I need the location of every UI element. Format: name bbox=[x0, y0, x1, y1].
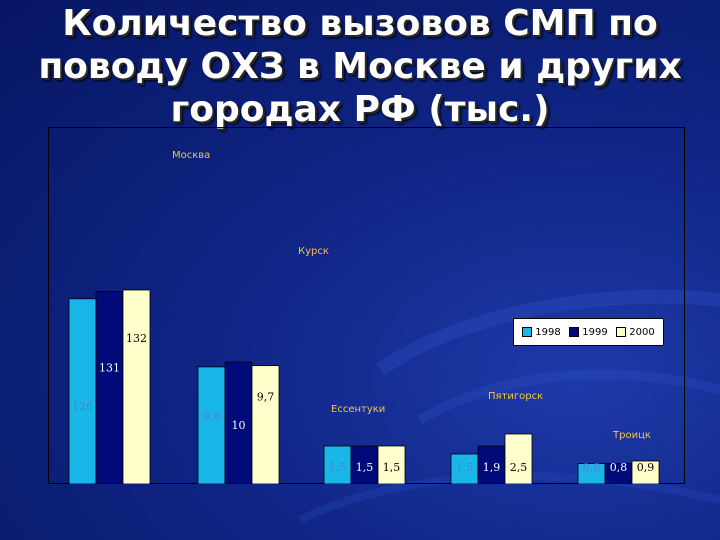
bar-Пятигорск-1999 bbox=[477, 445, 506, 484]
slide-title: Количество вызовов СМП по поводу ОХЗ в М… bbox=[38, 3, 682, 130]
chart-legend: 1998 1999 2000 bbox=[513, 318, 664, 346]
bar-Курск-2000 bbox=[251, 365, 280, 484]
bar-Курск-1999 bbox=[224, 361, 253, 484]
data-label-Москва-1999: 131 bbox=[99, 361, 120, 374]
data-label-Троицк-1999: 0,8 bbox=[610, 461, 628, 474]
bar-Пятигорск-2000 bbox=[504, 433, 533, 484]
legend-swatch-1998 bbox=[522, 327, 533, 337]
data-label-Троицк-1998: 0,8 bbox=[583, 461, 601, 474]
data-label-Ессентуки-2000: 1,5 bbox=[383, 461, 401, 474]
bar-Москва-2000 bbox=[122, 289, 151, 484]
legend-label-1998: 1998 bbox=[535, 326, 561, 338]
data-label-Пятигорск-2000: 2,5 bbox=[510, 461, 528, 474]
data-label-Ессентуки-1998: 1,5 bbox=[329, 461, 347, 474]
bar-Москва-1998 bbox=[68, 298, 97, 484]
category-label-Пятигорск: Пятигорск bbox=[488, 391, 543, 402]
data-label-Ессентуки-1999: 1,5 bbox=[356, 461, 374, 474]
chart-svg: 126 131 132 Москва 9,6 10 9,7 Курск 1,5 1,5 1,5 Есс… bbox=[48, 127, 685, 484]
legend-label-2000: 2000 bbox=[629, 326, 655, 338]
data-label-Пятигорск-1998: 1,5 bbox=[456, 461, 474, 474]
data-label-Пятигорск-1999: 1,9 bbox=[483, 461, 501, 474]
bar-Ессентуки-1999 bbox=[350, 445, 379, 484]
bar-chart: 126 131 132 Москва 9,6 10 9,7 Курск 1,5 1,5 1,5 Есс… bbox=[48, 127, 685, 484]
legend-item-1998: 1998 bbox=[522, 326, 561, 338]
category-label-Курск: Курск bbox=[298, 246, 329, 257]
bar-Ессентуки-2000 bbox=[377, 445, 406, 484]
bar-Москва-1999 bbox=[95, 291, 124, 484]
data-label-Курск-1999: 10 bbox=[232, 419, 246, 432]
data-label-Троицк-2000: 0,9 bbox=[637, 461, 655, 474]
bar-Троицк-2000 bbox=[631, 460, 660, 484]
legend-label-1999: 1999 bbox=[582, 326, 608, 338]
data-label-Москва-2000: 132 bbox=[126, 332, 147, 345]
category-label-Ессентуки: Ессентуки bbox=[331, 404, 385, 415]
data-label-Курск-1998: 9,6 bbox=[203, 410, 221, 423]
legend-item-1999: 1999 bbox=[569, 326, 608, 338]
category-label-Москва: Москва bbox=[172, 150, 210, 161]
category-label-Троицк: Троицк bbox=[612, 430, 651, 441]
bar-Ессентуки-1998 bbox=[323, 445, 352, 484]
legend-swatch-1999 bbox=[569, 327, 580, 337]
data-label-Москва-1998: 126 bbox=[72, 400, 93, 413]
legend-swatch-2000 bbox=[616, 327, 627, 337]
bar-Курск-1998 bbox=[197, 366, 226, 484]
data-label-Курск-2000: 9,7 bbox=[257, 391, 275, 404]
legend-item-2000: 2000 bbox=[616, 326, 655, 338]
bar-Пятигорск-1998 bbox=[450, 453, 479, 484]
